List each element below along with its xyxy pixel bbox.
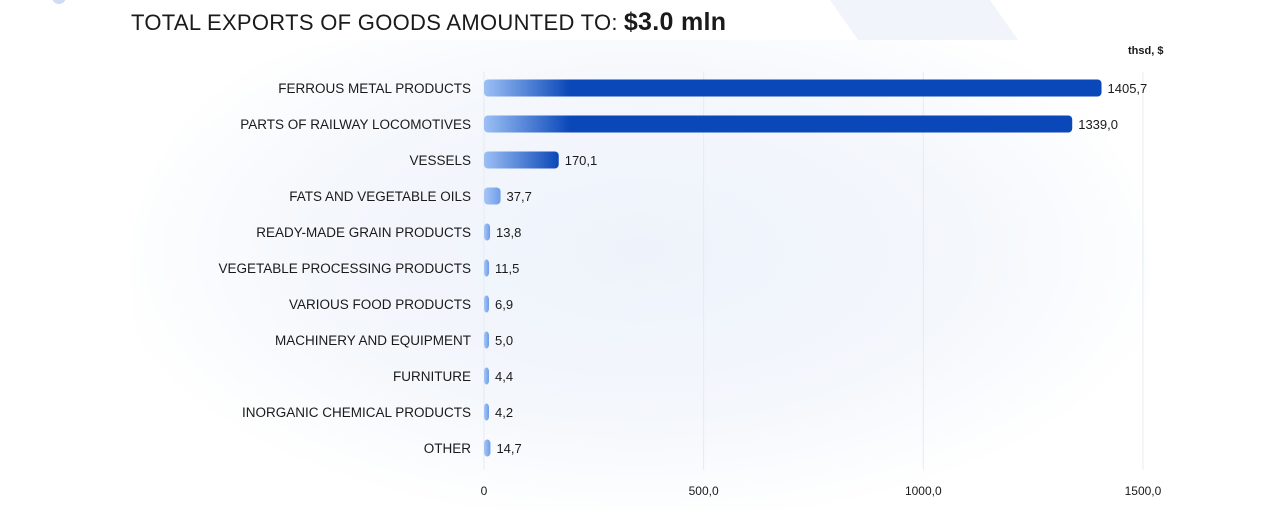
- category-label: FATS AND VEGETABLE OILS: [289, 189, 471, 204]
- x-tick-label: 1000,0: [905, 484, 942, 498]
- value-label: 6,9: [495, 297, 513, 312]
- unit-label: thsd, $: [1128, 45, 1164, 57]
- category-label: FURNITURE: [393, 369, 471, 384]
- category-label: FERROUS METAL PRODUCTS: [278, 81, 471, 96]
- bar: [484, 259, 490, 277]
- category-label: VESSELS: [409, 153, 471, 168]
- bar: [484, 187, 501, 205]
- x-tick-label: 1500,0: [1125, 484, 1162, 498]
- bar: [484, 403, 489, 421]
- category-label: MACHINERY AND EQUIPMENT: [275, 333, 471, 348]
- bar: [484, 439, 491, 457]
- chart-title-amount: $3.0 mln: [623, 8, 727, 36]
- value-label: 1339,0: [1078, 117, 1118, 132]
- value-label: 14,7: [496, 441, 521, 456]
- category-label: OTHER: [424, 441, 472, 456]
- value-label: 11,5: [495, 261, 519, 276]
- category-label: PARTS OF RAILWAY LOCOMOTIVES: [240, 117, 471, 132]
- logo-mark-icon: [52, 0, 66, 4]
- value-label: 4,4: [495, 369, 513, 384]
- value-label: 1405,7: [1108, 81, 1148, 96]
- category-label: VARIOUS FOOD PRODUCTS: [289, 297, 471, 312]
- x-tick-label: 0: [481, 484, 488, 498]
- x-axis-ticks: 0 500,0 1000,0 1500,0: [481, 484, 1162, 498]
- value-label: 13,8: [496, 225, 521, 240]
- bar: [484, 115, 1073, 133]
- grid-lines: [483, 72, 1144, 470]
- value-label: 170,1: [565, 153, 598, 168]
- category-label: INORGANIC CHEMICAL PRODUCTS: [242, 405, 471, 420]
- bars: [484, 79, 1102, 457]
- category-label: VEGETABLE PROCESSING PRODUCTS: [218, 261, 471, 276]
- value-label: 37,7: [507, 189, 532, 204]
- value-label: 4,2: [495, 405, 513, 420]
- value-label: 5,0: [495, 333, 513, 348]
- bar: [484, 331, 489, 349]
- x-tick-label: 500,0: [689, 484, 719, 498]
- labels: FERROUS METAL PRODUCTS 1405,7 PARTS OF RAI…: [218, 81, 1147, 456]
- category-label: READY-MADE GRAIN PRODUCTS: [256, 225, 471, 240]
- bar: [484, 223, 491, 241]
- bar: [484, 367, 489, 385]
- bar: [484, 151, 559, 169]
- chart-title-prefix: TOTAL EXPORTS OF GOODS AMOUNTED TO:: [131, 10, 618, 35]
- bar: [484, 79, 1102, 97]
- bar: [484, 295, 489, 313]
- chart-title: TOTAL EXPORTS OF GOODS AMOUNTED TO: $3.0 …: [131, 8, 726, 37]
